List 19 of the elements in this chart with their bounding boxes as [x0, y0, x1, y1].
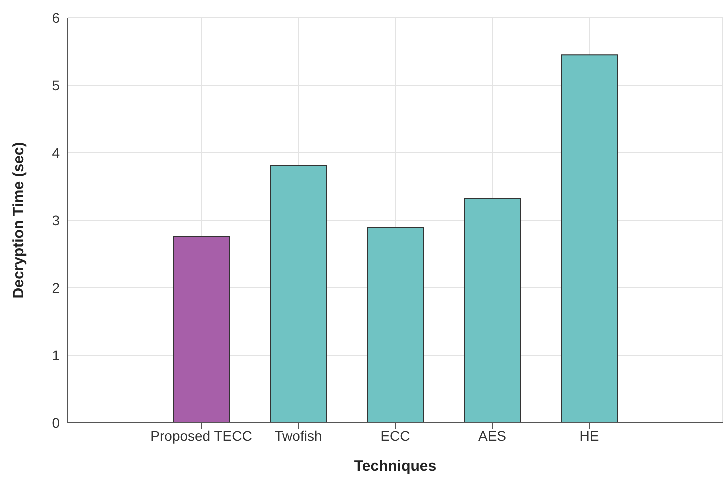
bar: [368, 227, 424, 423]
bar: [464, 198, 522, 423]
y-tick-label: 2: [52, 280, 60, 296]
x-axis-title: Techniques: [354, 458, 437, 475]
bar: [562, 54, 618, 423]
y-tick-label: 4: [52, 144, 60, 161]
y-axis-title: Decryption Time (sec): [10, 142, 28, 299]
x-tick-label: ECC: [380, 428, 410, 444]
y-tick-label: 1: [52, 347, 60, 364]
bar: [174, 236, 230, 423]
x-tick-label: Proposed TECC: [150, 428, 252, 444]
bar: [270, 165, 328, 423]
y-tick-label: 6: [52, 10, 60, 26]
x-tick-label: AES: [478, 428, 507, 444]
y-tick-label: 3: [52, 212, 60, 228]
x-tick-label: Twofish: [274, 428, 322, 444]
x-tick-label: HE: [580, 428, 600, 444]
y-tick-label: 0: [52, 414, 60, 431]
y-tick-label: 5: [52, 77, 60, 94]
